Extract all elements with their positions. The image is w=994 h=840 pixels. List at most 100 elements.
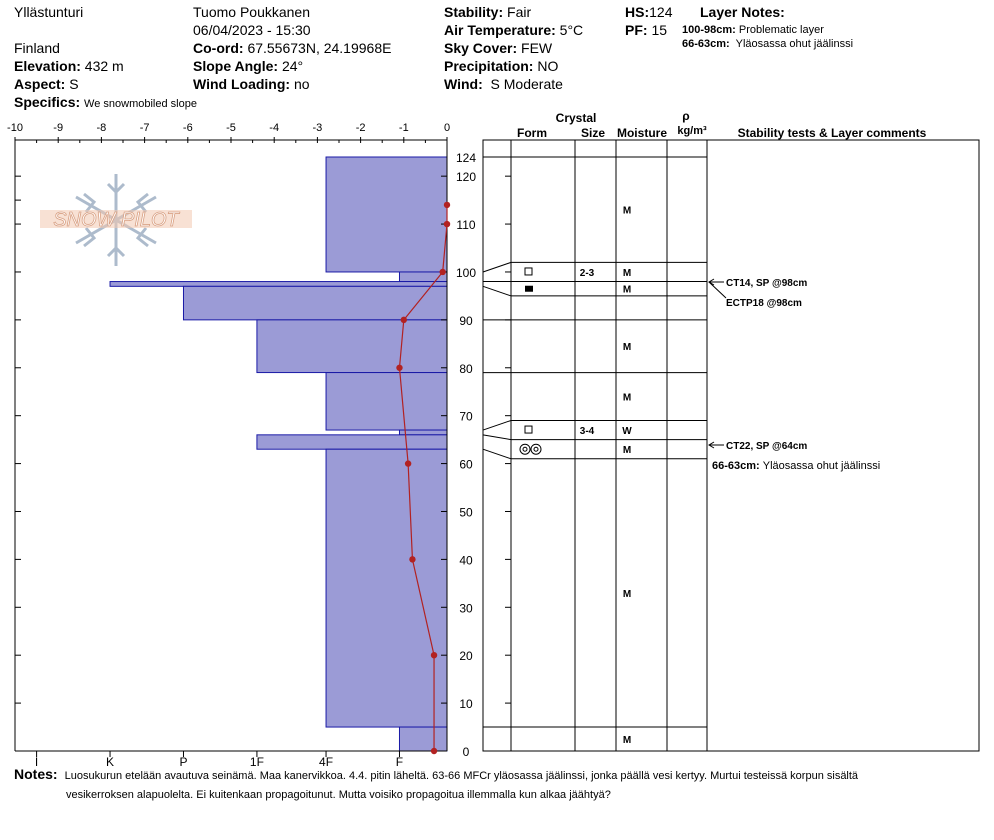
- grain-form-circle-icon: [530, 443, 542, 455]
- wind: Wind: S Moderate: [444, 75, 563, 93]
- height-tick-label: 110: [456, 218, 475, 232]
- notes-label: Notes:: [14, 766, 58, 782]
- temp-tick-label: -8: [97, 122, 107, 134]
- specifics: Specifics: We snowmobiled slope: [14, 93, 197, 113]
- height-tick-label: 120: [456, 170, 476, 184]
- height-tick-label: 40: [459, 553, 473, 567]
- elevation: Elevation: 432 m: [14, 57, 124, 75]
- notes-line-1: Luosukurun etelään avautuva seinämä. Maa…: [64, 770, 859, 782]
- temperature-point: [443, 201, 451, 209]
- penetration-foot: PF: 15: [625, 21, 667, 39]
- temperature-point: [409, 556, 416, 563]
- temperature-point: [430, 651, 438, 659]
- temp-tick-label: 0: [444, 122, 450, 134]
- table-frame: [482, 139, 980, 752]
- temperature-point: [439, 268, 446, 276]
- wind-loading-label: Wind Loading:: [193, 76, 291, 92]
- height-tick-label: 90: [459, 314, 473, 328]
- height-tick-label: 70: [459, 410, 473, 424]
- precip-value: NO: [537, 58, 559, 74]
- moisture-code: M: [623, 393, 631, 404]
- hardness-bar: [256, 319, 448, 374]
- header-size: Size: [581, 126, 605, 140]
- temp-tick-label: -3: [313, 122, 323, 134]
- moisture-code: M: [623, 268, 631, 279]
- location-name: Ylläs­tunturi: [14, 4, 84, 20]
- air-temperature: Air Temperature: 5°C: [444, 21, 583, 39]
- temp-tick-label: -10: [7, 122, 23, 134]
- observer-name: Tuomo Poukkanen: [193, 4, 310, 20]
- stability-label: Stability:: [444, 4, 504, 20]
- header-stability: Stability tests & Layer comments: [738, 126, 927, 140]
- grain-form-circle-icon: [519, 443, 531, 455]
- slope-value: 24°: [281, 58, 304, 74]
- coordinates: Co-ord: 67.55673N, 24.19968E: [193, 39, 391, 57]
- moisture-code: M: [623, 342, 631, 353]
- hardness-layers: [109, 156, 448, 752]
- stability-test-label: ECTP18 @98cm: [726, 298, 802, 309]
- precipitation: Precipitation: NO: [444, 57, 558, 75]
- temp-tick-label: -5: [226, 122, 236, 134]
- wind-label: Wind:: [444, 76, 483, 92]
- hardness-bar: [325, 156, 448, 273]
- temp-tick-label: -6: [183, 122, 193, 134]
- temperature-point: [404, 460, 412, 467]
- aspect: Aspect: S: [14, 75, 79, 93]
- temp-tick-label: -4: [269, 122, 279, 134]
- profile-axes: -10 -9 -8 -7 -6 -5 -4 -3 -2 -1 0I K P 1F 4F F0102030405…: [7, 122, 511, 769]
- temp-tick-label: -2: [356, 122, 366, 134]
- aspect-label: Aspect:: [14, 76, 66, 92]
- temperature-point: [430, 747, 438, 755]
- hardness-bar: [256, 434, 448, 450]
- hardness-tick-label: I: [35, 755, 38, 769]
- air-temp-value: 5°C: [559, 22, 584, 38]
- layer-connector: [482, 434, 512, 441]
- moisture-code: M: [623, 206, 631, 217]
- hardness-bar: [398, 429, 448, 436]
- height-tick-label: 60: [459, 458, 473, 472]
- layer-connector: [482, 448, 512, 460]
- elevation-label: Elevation:: [14, 58, 81, 74]
- layer-connector: [482, 261, 512, 273]
- arrowhead-icon: [708, 441, 715, 449]
- hardness-bar: [398, 726, 448, 752]
- sky-label: Sky Cover:: [444, 40, 518, 56]
- layer-note-2: 66-63cm: Yläosassa ohut jäälinssi: [682, 38, 854, 50]
- header-form: Form: [517, 126, 547, 140]
- hardness-tick-label: K: [106, 755, 114, 769]
- stability-test-label: CT22, SP @64cm: [726, 441, 807, 452]
- grain-form-circle-inner-icon: [533, 446, 539, 452]
- grain-form-filled-square-icon: [525, 285, 533, 292]
- snowpilot-logo: SNOW PILOT: [40, 174, 192, 266]
- height-top-label: 124: [456, 151, 476, 165]
- observation-datetime: 06/04/2023 - 15:30: [193, 22, 311, 38]
- coord-value: 67.55673N, 24.19968E: [247, 40, 392, 56]
- layer-connector: [482, 285, 512, 297]
- grain-form-circle-inner-icon: [522, 446, 528, 452]
- height-tick-label: 80: [459, 362, 473, 376]
- stability-test-label: CT14, SP @98cm: [726, 278, 807, 289]
- layer-note-1: 100-98cm: Problematic layer: [682, 24, 824, 36]
- height-tick-label: 0: [463, 745, 470, 759]
- moisture-code: W: [622, 426, 632, 437]
- wind-loading: Wind Loading: no: [193, 75, 310, 93]
- hardness-tick-label: F: [396, 755, 403, 769]
- height-tick-label: 30: [459, 601, 473, 615]
- coord-label: Co-ord:: [193, 40, 244, 56]
- wind-value: S Moderate: [490, 76, 563, 92]
- moisture-code: M: [623, 445, 631, 456]
- layer-connector: [482, 419, 512, 431]
- layer-comment-text: Yläosassa ohut jäälinssi: [763, 460, 880, 472]
- temperature-point: [443, 220, 451, 228]
- hardness-bar: [325, 372, 448, 431]
- header-rho: ρ: [682, 109, 689, 123]
- temp-tick-label: -9: [53, 122, 63, 134]
- temperature-point: [400, 316, 407, 324]
- notes-line-2: vesikerroksen alapuolelta. Ei kuitenkaan…: [66, 789, 611, 801]
- profile-notes: Notes: Luosukurun etelään avautuva seinä…: [14, 765, 974, 805]
- header-density-unit: kg/m³: [677, 125, 707, 137]
- slope-label: Slope Angle:: [193, 58, 279, 74]
- header-crystal: Crystal: [556, 111, 597, 125]
- sky-cover: Sky Cover: FEW: [444, 39, 552, 57]
